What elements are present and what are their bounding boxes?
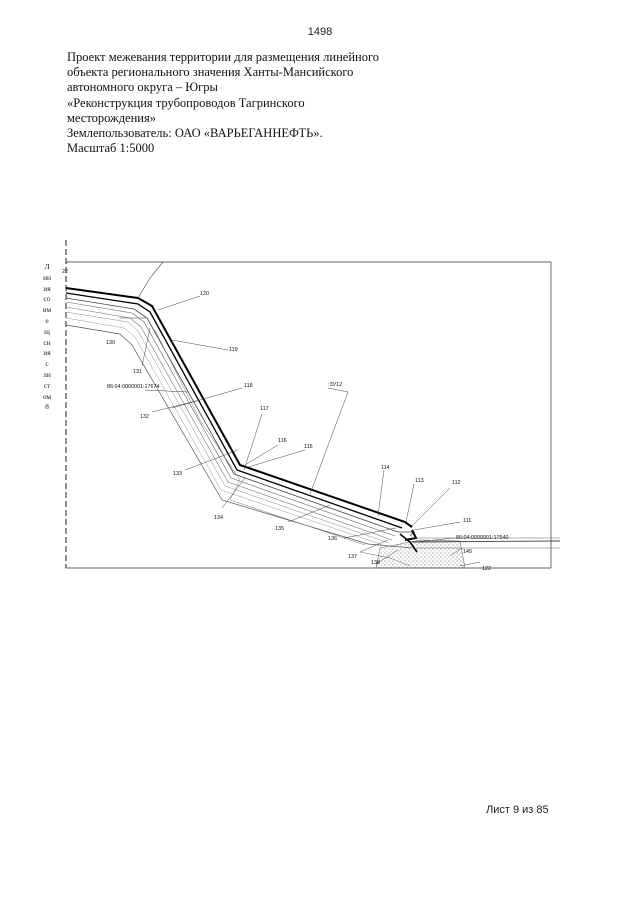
label-137: 137 <box>348 554 357 560</box>
document-header: Проект межевания территории для размещен… <box>67 50 397 156</box>
label-114: 114 <box>381 465 390 471</box>
land-user-prefix: Землепользователь: <box>67 126 172 141</box>
side-note-line: е <box>45 315 49 325</box>
side-note-line: ли <box>43 369 51 379</box>
leader-lines <box>120 295 481 567</box>
label-120: 120 <box>200 291 209 297</box>
header-line-1: Проект межевания территории для размещен… <box>67 50 380 64</box>
scale-line: Масштаб 1:5000 <box>67 141 155 156</box>
side-note-line: со <box>43 294 51 304</box>
label-zu12: :ЗУ12 <box>328 382 342 388</box>
label-113: 113 <box>415 478 424 484</box>
side-note-line: Л <box>44 262 50 271</box>
land-user-line: Землепользователь: ОАО «ВАРЬЕГАННЕФТЬ». <box>67 126 397 141</box>
side-note-line: вм <box>42 305 52 315</box>
dotted-area <box>375 539 466 569</box>
label-116: 116 <box>278 438 287 444</box>
cadastral-number-1: 86:04:0000001:17674 <box>107 384 159 390</box>
label-111: 111 <box>463 518 471 524</box>
side-note-line: 8 <box>45 402 49 412</box>
label-136: 136 <box>328 536 337 542</box>
side-note-line: щ <box>44 326 50 336</box>
side-note-line: ст <box>43 380 51 390</box>
header-line-5: месторождения» <box>67 110 156 125</box>
side-note-line: ин <box>42 272 52 282</box>
side-note-line: ия <box>43 348 51 358</box>
label-117: 117 <box>260 406 269 412</box>
label-130: 130 <box>106 340 115 346</box>
label-22: 22 <box>62 269 68 275</box>
label-132: 132 <box>140 414 149 420</box>
label-145: 145 <box>463 549 472 555</box>
side-note-line: ом <box>42 391 52 401</box>
header-line-3: автономного округа – Югры <box>67 80 218 95</box>
side-note-line: ия <box>43 283 51 293</box>
label-131: 131 <box>133 369 142 375</box>
label-115: 115 <box>304 444 313 450</box>
label-138: 138 <box>371 560 380 566</box>
header-line-2: объекта регионального значения Ханты-Ман… <box>67 65 354 80</box>
label-112: 112 <box>452 480 461 486</box>
side-note-line: с <box>45 359 49 369</box>
label-135: 135 <box>275 526 284 532</box>
sheet-number: Лист 9 из 85 <box>486 804 549 816</box>
label-119: 119 <box>229 347 238 353</box>
map-frame <box>65 240 552 569</box>
label-134: 134 <box>214 515 223 521</box>
map-labels: 22 120 130 119 131 86:04:0000001:17674 1… <box>62 269 508 572</box>
label-122: 122 <box>482 566 491 572</box>
corridor-lines <box>65 261 561 567</box>
side-note-line: сн <box>43 337 51 347</box>
page-number: 1498 <box>307 26 333 38</box>
label-118: 118 <box>244 383 253 389</box>
side-note: Л ин ия со вм е щ сн ия с ли ст ом 8 <box>40 262 54 413</box>
cadastral-number-2: 86:04:0000001:17540 <box>456 535 508 541</box>
label-133: 133 <box>173 471 182 477</box>
header-line-4: «Реконструкция трубопроводов Тагринского <box>67 95 305 110</box>
land-user-name: ОАО «ВАРЬЕГАННЕФТЬ». <box>171 126 323 141</box>
